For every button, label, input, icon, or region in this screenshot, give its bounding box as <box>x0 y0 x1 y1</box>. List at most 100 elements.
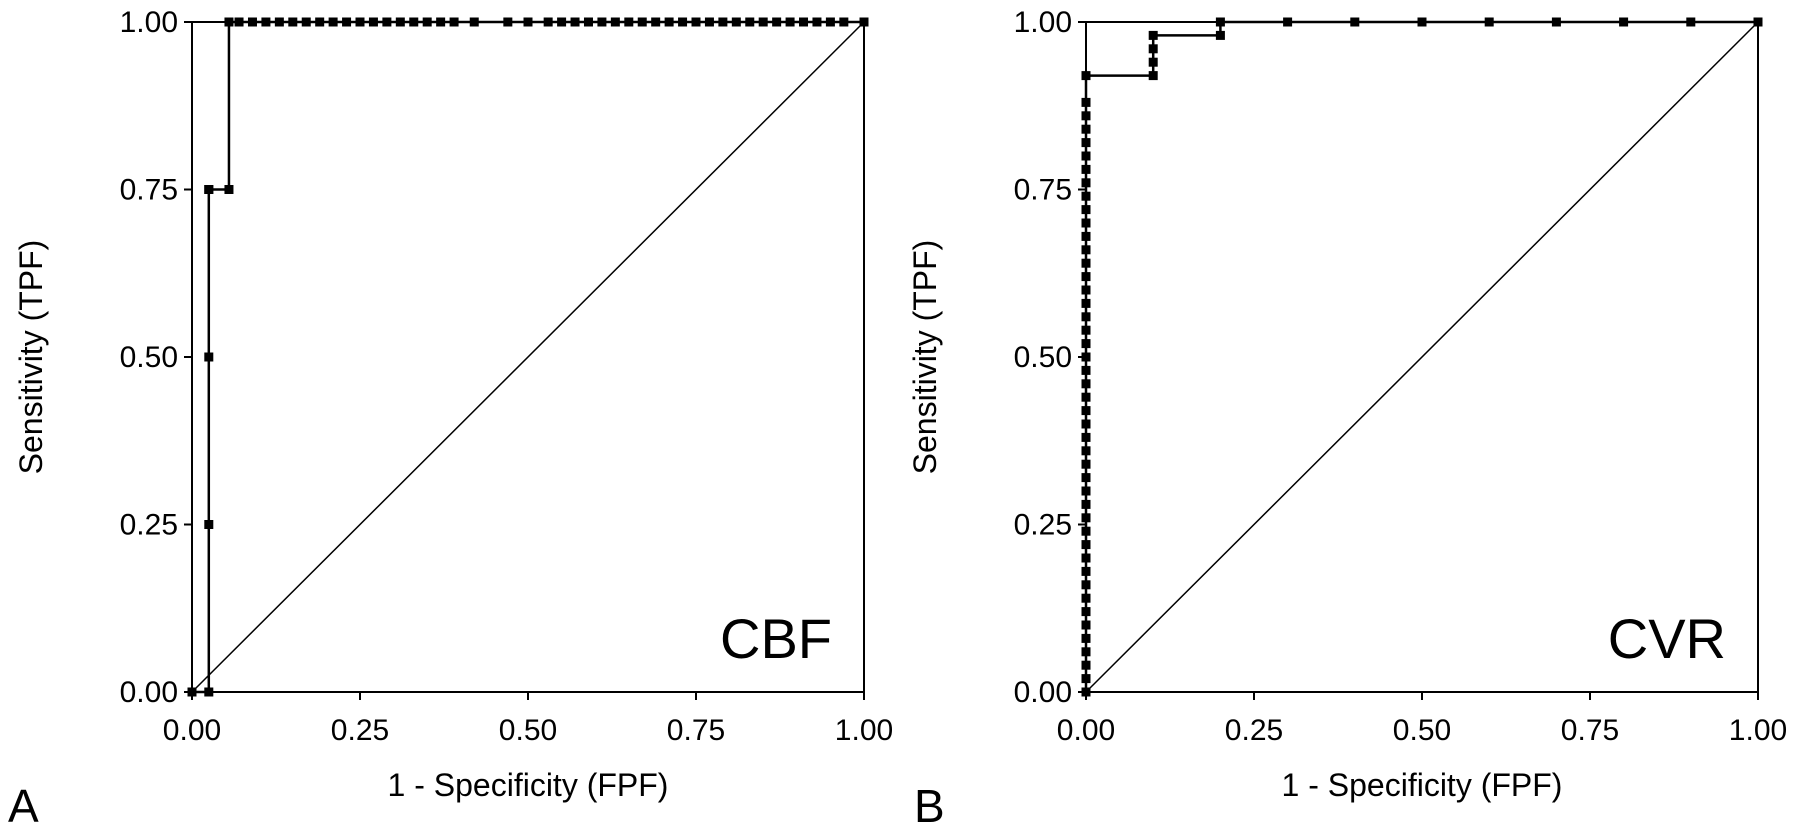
roc-panel-b: 0.00 0.25 0.50 0.75 1.00 0.00 0.25 0.50 0.75 1.00… <box>907 6 1787 832</box>
roc-point-marker <box>704 17 714 27</box>
roc-point-marker <box>274 17 284 27</box>
roc-point-marker <box>1484 17 1494 27</box>
roc-point-marker <box>204 352 214 362</box>
roc-point-marker <box>187 687 197 697</box>
roc-point-marker <box>1148 57 1158 67</box>
roc-point-marker <box>1081 151 1091 161</box>
roc-point-marker <box>1081 459 1091 469</box>
roc-point-marker <box>1081 607 1091 617</box>
roc-point-marker <box>1081 111 1091 121</box>
x-tick-label: 0.50 <box>499 714 557 747</box>
roc-point-marker <box>785 17 795 27</box>
roc-point-marker <box>342 17 352 27</box>
y-tick-label: 0.75 <box>120 174 178 207</box>
roc-point-marker <box>1081 513 1091 523</box>
roc-point-marker <box>610 17 620 27</box>
roc-point-marker <box>1081 406 1091 416</box>
roc-point-marker <box>1081 687 1091 697</box>
roc-point-marker <box>691 17 701 27</box>
roc-point-marker <box>1081 499 1091 509</box>
roc-point-marker <box>1081 352 1091 362</box>
panel-letter: B <box>914 780 945 832</box>
roc-point-marker <box>1350 17 1360 27</box>
roc-point-marker <box>1081 379 1091 389</box>
roc-point-marker <box>301 17 311 27</box>
roc-point-marker <box>1081 191 1091 201</box>
roc-point-marker <box>1081 432 1091 442</box>
y-tick-label: 0.75 <box>1014 174 1072 207</box>
roc-point-marker <box>1081 298 1091 308</box>
roc-point-marker <box>1081 339 1091 349</box>
roc-point-marker <box>1417 17 1427 27</box>
roc-point-marker <box>382 17 392 27</box>
chance-diagonal-line <box>191 21 865 693</box>
roc-point-marker <box>637 17 647 27</box>
roc-point-marker <box>315 17 325 27</box>
x-tick-label: 0.00 <box>1057 714 1115 747</box>
roc-point-marker <box>1686 17 1696 27</box>
roc-point-marker <box>1081 419 1091 429</box>
roc-point-marker <box>1081 633 1091 643</box>
y-tick-label: 0.00 <box>1014 676 1072 709</box>
roc-point-marker <box>1081 593 1091 603</box>
roc-point-marker <box>1148 30 1158 40</box>
roc-point-marker <box>523 17 533 27</box>
panel-annotation: CVR <box>1608 607 1726 670</box>
roc-point-marker <box>825 17 835 27</box>
roc-point-marker <box>543 17 553 27</box>
roc-point-marker <box>204 185 214 194</box>
roc-point-marker <box>758 17 768 27</box>
roc-point-marker <box>1081 164 1091 174</box>
roc-point-marker <box>678 17 688 27</box>
roc-point-marker <box>1215 17 1225 27</box>
roc-point-marker <box>839 17 849 27</box>
roc-point-marker <box>224 185 234 194</box>
x-tick-label: 0.25 <box>1225 714 1283 747</box>
roc-point-marker <box>204 520 214 529</box>
roc-point-marker <box>355 17 365 27</box>
y-tick-label: 0.50 <box>1014 341 1072 374</box>
roc-point-marker <box>1081 97 1091 107</box>
roc-point-marker <box>224 17 234 27</box>
panel-annotation: CBF <box>720 607 832 670</box>
roc-point-marker <box>1081 526 1091 536</box>
roc-point-marker <box>449 17 459 27</box>
y-tick-label: 1.00 <box>120 6 178 39</box>
roc-point-marker <box>503 17 513 27</box>
y-tick-label: 0.00 <box>120 676 178 709</box>
roc-point-marker <box>1081 325 1091 335</box>
roc-panel-a: 0.00 0.25 0.50 0.75 1.00 0.00 0.25 0.50 0.75 1.00… <box>8 6 893 832</box>
roc-point-marker <box>718 17 728 27</box>
roc-point-marker <box>1081 540 1091 550</box>
roc-point-marker <box>1148 71 1158 81</box>
x-tick-label: 1.00 <box>835 714 893 747</box>
roc-point-marker <box>1148 44 1158 54</box>
roc-point-marker <box>1081 71 1091 81</box>
roc-point-marker <box>1283 17 1293 27</box>
roc-point-marker <box>570 17 580 27</box>
roc-point-marker <box>1081 486 1091 496</box>
roc-point-marker <box>557 17 567 27</box>
roc-point-marker <box>1081 124 1091 134</box>
roc-point-marker <box>1551 17 1561 27</box>
roc-point-marker <box>1081 553 1091 563</box>
y-tick-label: 0.25 <box>1014 509 1072 542</box>
roc-point-marker <box>247 17 257 27</box>
x-tick-label: 1.00 <box>1729 714 1787 747</box>
roc-point-marker <box>1619 17 1629 27</box>
x-tick-label: 0.25 <box>331 714 389 747</box>
y-axis-title: Sensitivity (TPF) <box>907 240 943 475</box>
roc-point-marker <box>1215 30 1225 40</box>
roc-point-marker <box>1081 473 1091 483</box>
y-axis-title: Sensitivity (TPF) <box>13 240 49 475</box>
y-tick-label: 0.50 <box>120 341 178 374</box>
roc-point-marker <box>1753 17 1763 27</box>
roc-point-marker <box>1081 205 1091 215</box>
roc-point-marker <box>1081 218 1091 228</box>
roc-point-marker <box>1081 178 1091 188</box>
roc-point-marker <box>1081 312 1091 322</box>
roc-point-marker <box>261 17 271 27</box>
x-tick-label: 0.00 <box>163 714 221 747</box>
roc-point-marker <box>1081 138 1091 148</box>
roc-point-marker <box>859 17 869 27</box>
